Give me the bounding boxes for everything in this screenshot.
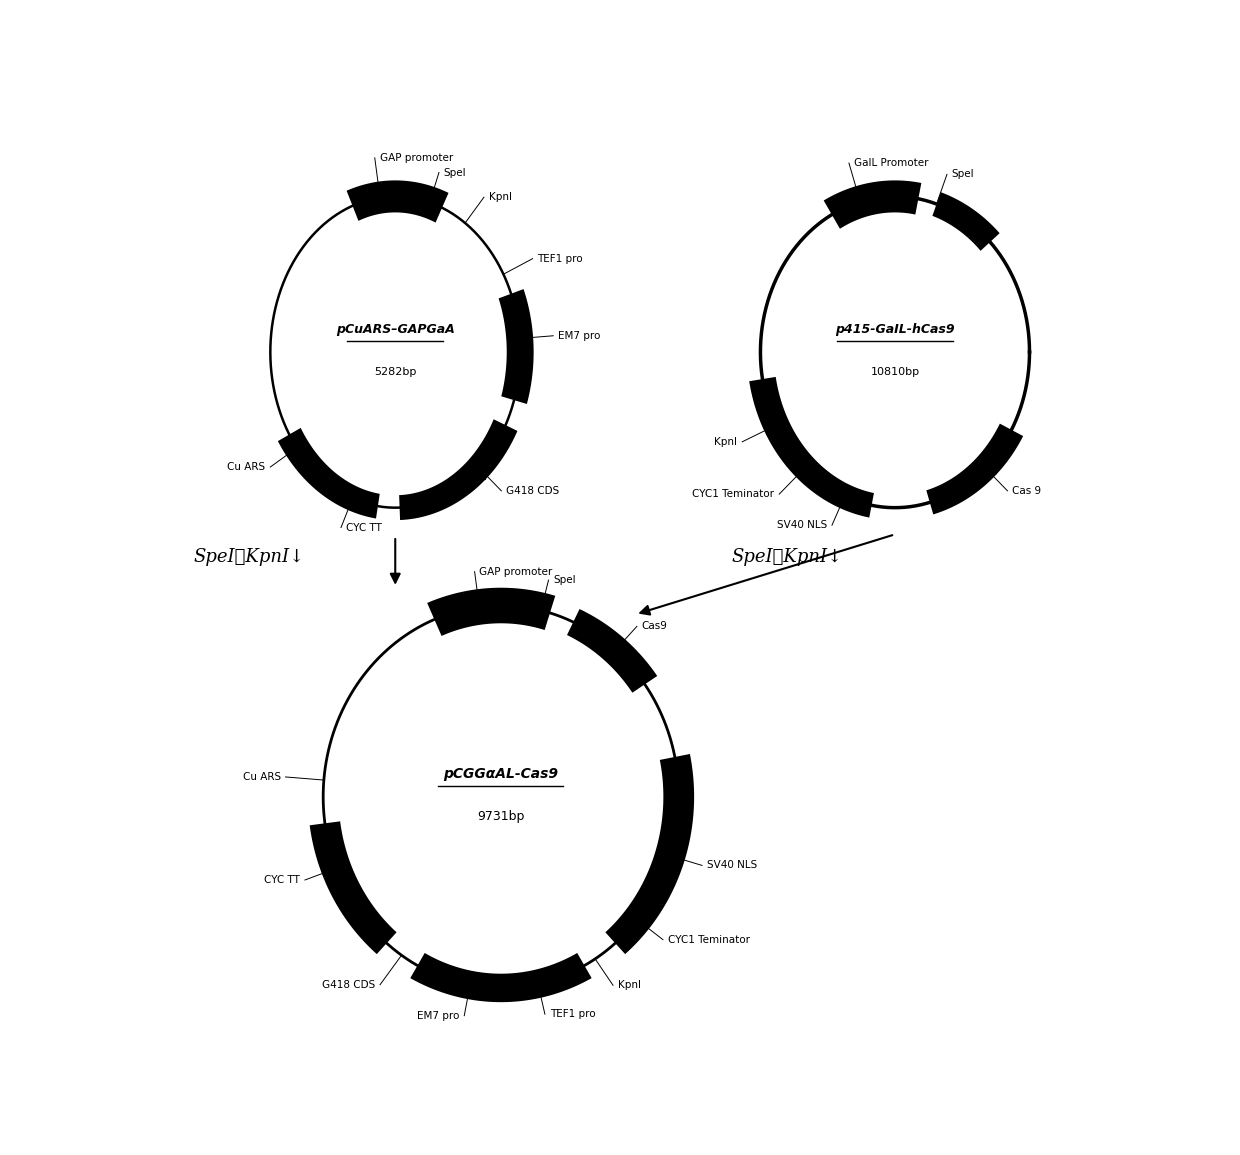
Polygon shape bbox=[410, 953, 591, 1003]
Text: 9731bp: 9731bp bbox=[477, 810, 525, 822]
Text: SV40 NLS: SV40 NLS bbox=[707, 860, 758, 871]
Text: SV40 NLS: SV40 NLS bbox=[777, 520, 827, 530]
Text: CYC TT: CYC TT bbox=[264, 875, 300, 885]
Text: SpeI: SpeI bbox=[444, 167, 466, 178]
Polygon shape bbox=[467, 463, 486, 479]
Text: GAP promoter: GAP promoter bbox=[379, 152, 453, 163]
Polygon shape bbox=[749, 377, 874, 517]
Polygon shape bbox=[665, 840, 684, 856]
Text: pCuARS–GAPGaA: pCuARS–GAPGaA bbox=[336, 323, 455, 336]
Polygon shape bbox=[332, 485, 351, 502]
Text: EM7 pro: EM7 pro bbox=[417, 1011, 460, 1021]
Polygon shape bbox=[491, 978, 507, 998]
Polygon shape bbox=[926, 424, 1023, 514]
Text: Cu ARS: Cu ARS bbox=[227, 462, 265, 472]
Text: KpnI: KpnI bbox=[618, 981, 641, 990]
Polygon shape bbox=[567, 609, 657, 693]
Text: TEF1 pro: TEF1 pro bbox=[537, 254, 583, 263]
Text: GaIL Promoter: GaIL Promoter bbox=[854, 158, 929, 169]
Polygon shape bbox=[330, 875, 348, 893]
Text: GAP promoter: GAP promoter bbox=[480, 567, 553, 576]
Text: 10810bp: 10810bp bbox=[870, 366, 920, 377]
Polygon shape bbox=[508, 323, 529, 338]
Text: pCGGαAL-Cas9: pCGGαAL-Cas9 bbox=[444, 767, 558, 782]
Polygon shape bbox=[867, 188, 883, 208]
Text: EM7 pro: EM7 pro bbox=[558, 330, 600, 341]
Polygon shape bbox=[978, 459, 997, 475]
Text: SpeI、KpnI↓: SpeI、KpnI↓ bbox=[732, 547, 843, 566]
Polygon shape bbox=[596, 634, 615, 650]
Text: Cas9: Cas9 bbox=[641, 621, 667, 632]
Polygon shape bbox=[947, 204, 966, 221]
Text: p415-GaIL-hCas9: p415-GaIL-hCas9 bbox=[836, 323, 955, 336]
Text: TEF1 pro: TEF1 pro bbox=[549, 1009, 595, 1019]
Polygon shape bbox=[932, 192, 999, 251]
Polygon shape bbox=[786, 450, 805, 468]
Text: Cu ARS: Cu ARS bbox=[243, 772, 280, 782]
Polygon shape bbox=[278, 427, 379, 519]
Polygon shape bbox=[392, 186, 408, 206]
Text: Cas 9: Cas 9 bbox=[1012, 486, 1042, 495]
Text: CYC TT: CYC TT bbox=[346, 522, 382, 532]
Text: SpeI、KpnI↓: SpeI、KpnI↓ bbox=[193, 547, 305, 566]
Text: SpeI: SpeI bbox=[553, 575, 575, 586]
Text: G418 CDS: G418 CDS bbox=[506, 486, 559, 495]
Polygon shape bbox=[823, 180, 921, 229]
Text: SpeI: SpeI bbox=[952, 170, 975, 179]
Polygon shape bbox=[427, 588, 556, 636]
Text: CYC1 Teminator: CYC1 Teminator bbox=[692, 489, 775, 499]
Text: G418 CDS: G418 CDS bbox=[322, 979, 376, 990]
Polygon shape bbox=[347, 180, 449, 223]
Polygon shape bbox=[399, 419, 517, 520]
Text: CYC1 Teminator: CYC1 Teminator bbox=[667, 934, 750, 945]
Polygon shape bbox=[498, 289, 533, 404]
Polygon shape bbox=[310, 821, 397, 954]
Polygon shape bbox=[605, 754, 694, 954]
Polygon shape bbox=[491, 595, 507, 614]
Text: KpnI: KpnI bbox=[714, 437, 738, 447]
Text: 5282bp: 5282bp bbox=[374, 366, 417, 377]
Text: KpnI: KpnI bbox=[489, 192, 512, 202]
